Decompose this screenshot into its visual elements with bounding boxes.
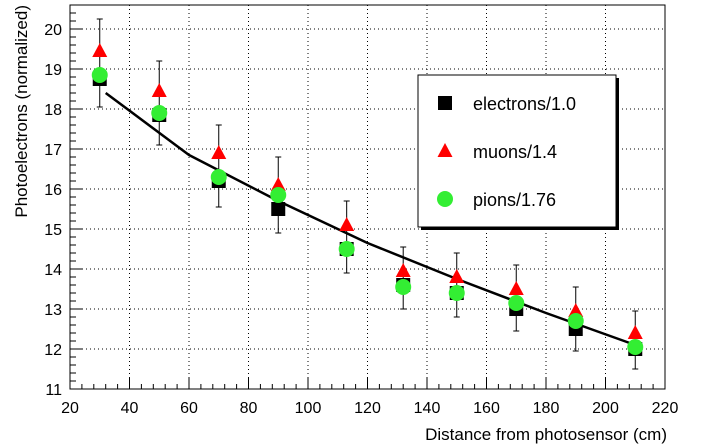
muon-marker <box>339 217 355 231</box>
data-markers <box>91 43 644 356</box>
x-tick-label: 60 <box>180 400 198 417</box>
muon-marker <box>568 303 584 317</box>
legend: electrons/1.0 muons/1.4 pions/1.76 <box>417 74 619 230</box>
y-tick-label: 12 <box>44 342 62 359</box>
legend-item-pions: pions/1.76 <box>473 190 556 210</box>
y-tick-label: 15 <box>44 222 62 239</box>
pion-marker <box>210 169 227 185</box>
muon-marker <box>211 145 227 159</box>
legend-marker <box>438 96 452 110</box>
pion-marker <box>395 279 412 295</box>
x-tick-label: 140 <box>414 400 441 417</box>
muon-marker <box>508 281 524 295</box>
pion-marker <box>567 313 584 329</box>
muon-marker <box>92 43 108 57</box>
y-axis-label: Photoelectrons (normalized) <box>12 5 31 218</box>
x-tick-label: 100 <box>295 400 322 417</box>
y-tick-label: 18 <box>44 102 62 119</box>
y-tick-label: 13 <box>44 302 62 319</box>
muon-marker <box>151 83 167 97</box>
fit-curve <box>104 91 636 347</box>
x-tick-label: 20 <box>61 400 79 417</box>
electron-marker <box>271 202 286 216</box>
pion-marker <box>338 241 355 257</box>
pion-marker <box>448 285 465 301</box>
x-tick-label: 160 <box>473 400 500 417</box>
y-tick-label: 14 <box>44 262 62 279</box>
muon-marker <box>270 177 286 191</box>
pion-marker <box>270 187 287 203</box>
pion-marker <box>627 339 644 355</box>
x-tick-label: 80 <box>240 400 258 417</box>
x-tick-label: 120 <box>354 400 381 417</box>
y-tick-label: 16 <box>44 182 62 199</box>
y-tick-label: 11 <box>45 382 62 399</box>
x-tick-label: 200 <box>592 400 619 417</box>
x-tick-label: 40 <box>121 400 139 417</box>
legend-marker <box>437 143 453 157</box>
pion-marker <box>91 67 108 83</box>
muon-marker <box>627 325 643 339</box>
x-axis-label: Distance from photosensor (cm) <box>425 425 667 444</box>
pion-marker <box>151 105 168 121</box>
muon-marker <box>395 263 411 277</box>
legend-marker <box>437 191 453 207</box>
x-tick-label: 180 <box>533 400 560 417</box>
legend-item-electrons: electrons/1.0 <box>473 94 576 114</box>
fit-line <box>104 91 636 347</box>
pion-marker <box>508 295 525 311</box>
y-tick-label: 20 <box>44 22 62 39</box>
x-tick-label: 220 <box>652 400 679 417</box>
legend-item-muons: muons/1.4 <box>473 142 557 162</box>
axis-ticks: 20 40 60 80 100 120 140 160 180 200 220 11 12 13 14 15 1… <box>44 4 679 417</box>
muon-marker <box>449 269 465 283</box>
y-tick-label: 19 <box>44 62 62 79</box>
y-tick-label: 17 <box>44 142 62 159</box>
